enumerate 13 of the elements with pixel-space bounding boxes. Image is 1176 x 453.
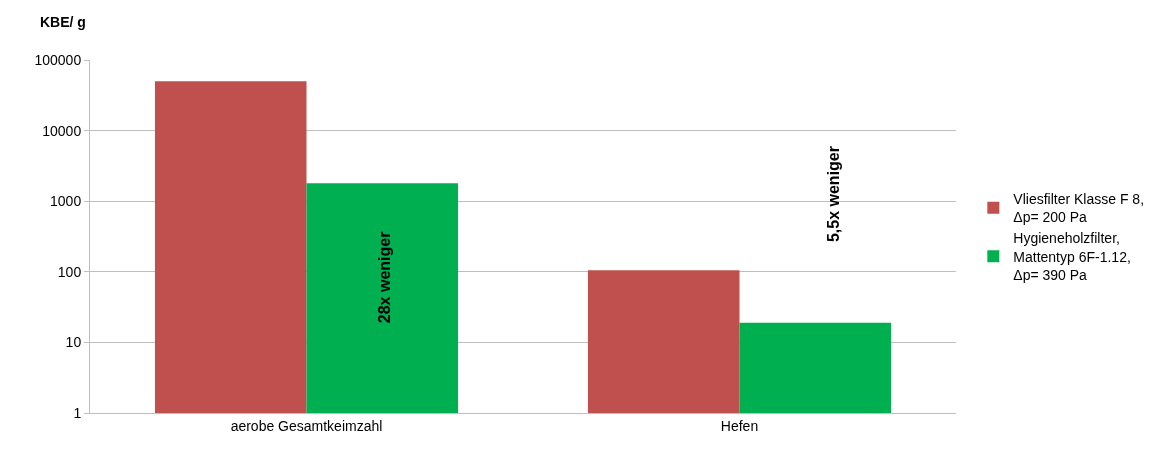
- y-tick-label: 100: [57, 263, 82, 280]
- annotation: 28x weniger: [375, 231, 393, 324]
- y-axis-title: KBE/ g: [40, 14, 86, 30]
- annotation: 5,5x weniger: [824, 146, 842, 243]
- legend-label: Hygieneholzfilter, Mattentyp 6F-1.12, Δp= 390 Pa: [1013, 230, 1131, 283]
- y-tick-label: 1000: [50, 193, 82, 210]
- legend-label: Vliesfilter Klasse F 8, Δp= 200 Pa: [1013, 191, 1145, 226]
- x-tick-label: aerobe Gesamtkeimzahl: [230, 417, 383, 434]
- y-tick-label: 100000: [34, 51, 82, 68]
- y-tick-label: 10000: [42, 122, 82, 139]
- x-tick-label: Hefen: [720, 417, 759, 434]
- y-tick-label: 1: [73, 404, 82, 421]
- y-tick-label: 10: [65, 334, 82, 351]
